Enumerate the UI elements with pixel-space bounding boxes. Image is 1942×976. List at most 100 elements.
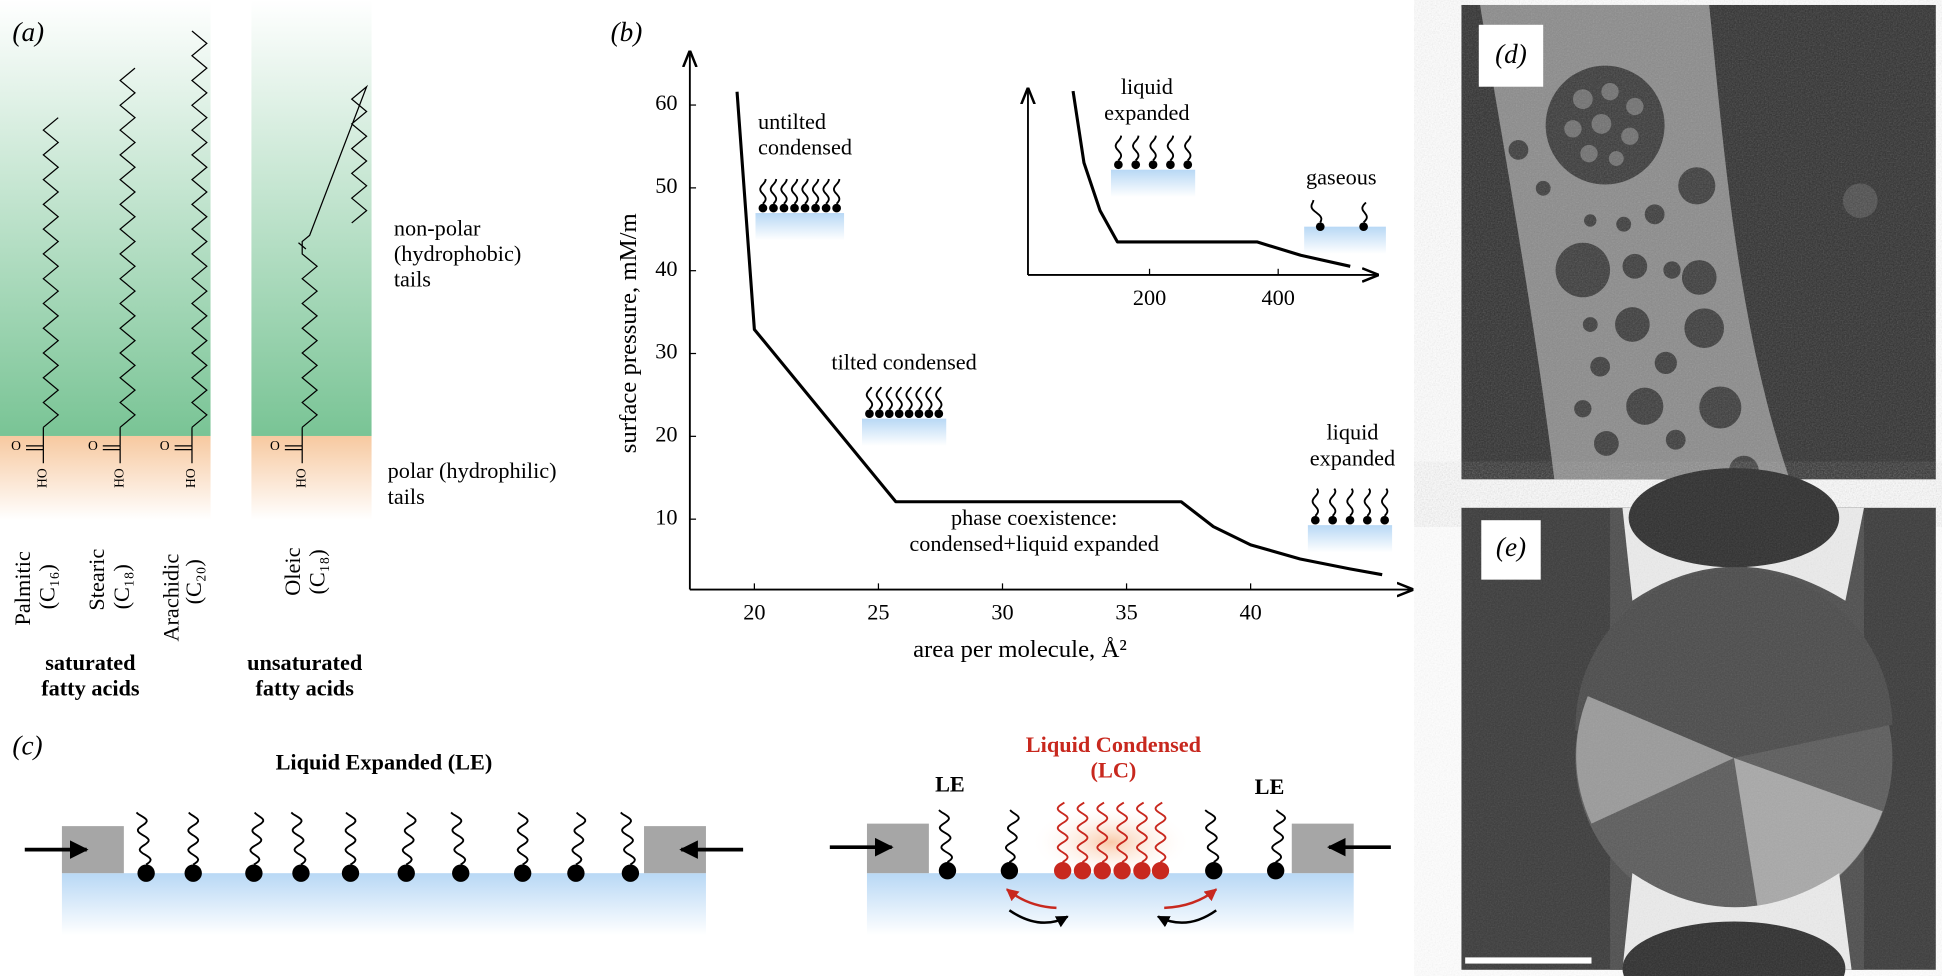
tail	[801, 178, 809, 205]
x-tick-label: 25	[867, 599, 889, 624]
y-tick-label: 30	[655, 339, 677, 364]
head	[904, 409, 914, 419]
text-line: phase coexistence:	[951, 505, 1117, 530]
head	[245, 864, 263, 882]
chain	[119, 67, 136, 428]
tail	[1114, 135, 1123, 162]
water-pad	[755, 213, 845, 241]
atom-label: O	[160, 438, 170, 453]
le-title: Liquid Expanded (LE)	[276, 749, 493, 774]
tail	[1135, 801, 1148, 863]
atom-label: O	[11, 438, 21, 453]
head	[1315, 222, 1325, 232]
head	[1053, 862, 1072, 880]
text-line: unsaturated	[247, 650, 363, 675]
tail	[187, 811, 200, 866]
atom-label: HO	[111, 468, 126, 488]
head	[914, 409, 924, 419]
annotation: untilted condensed	[758, 109, 852, 160]
le-label: LE	[935, 772, 965, 797]
tail	[1310, 199, 1323, 223]
tail	[450, 811, 467, 866]
x-tick-label: 30	[991, 599, 1013, 624]
saturated-label: saturated fatty acids	[41, 650, 140, 701]
tail	[1149, 135, 1157, 162]
head	[1310, 515, 1320, 525]
tail	[1184, 135, 1192, 162]
acid-formula: (C₂₀)	[181, 559, 206, 604]
le-label: LE	[1255, 774, 1285, 799]
annotation: gaseous	[1306, 165, 1377, 190]
water-pad	[1110, 169, 1196, 197]
chains: O HO O HO O HO O HO	[11, 30, 369, 488]
micrograph-d: (d)	[1461, 4, 1936, 486]
text-line: (hydrophobic)	[394, 241, 521, 266]
text-line: untilted	[758, 109, 826, 134]
head	[567, 864, 585, 882]
tail	[1132, 135, 1140, 162]
tail	[1271, 809, 1286, 863]
curve	[735, 91, 1383, 577]
head	[1151, 862, 1170, 880]
y-tick-label: 10	[655, 504, 677, 529]
head	[924, 409, 934, 419]
text-line: expanded	[1310, 445, 1395, 470]
head	[884, 409, 894, 419]
water-pad	[1307, 525, 1393, 553]
atom-label: O	[88, 438, 98, 453]
exchange-arrow	[1164, 888, 1218, 910]
chain	[42, 117, 60, 428]
tail	[401, 811, 417, 866]
text-line: expanded	[1104, 100, 1189, 125]
annotation: liquid expanded	[1104, 74, 1189, 125]
head	[397, 864, 415, 882]
head	[452, 864, 470, 882]
head	[1183, 160, 1193, 170]
tail	[1004, 809, 1020, 863]
tail	[915, 386, 923, 410]
tail	[290, 811, 307, 866]
head	[1148, 160, 1158, 170]
tail	[1166, 135, 1175, 162]
tail	[935, 386, 943, 410]
nonpolar-label: non-polar (hydrophobic) tails	[394, 215, 521, 291]
tail	[1154, 801, 1167, 863]
head	[1093, 862, 1111, 880]
micrograph-e: (e)	[1461, 468, 1936, 976]
head	[1133, 862, 1151, 880]
y-tick-label: 60	[655, 90, 677, 115]
water-pad	[1304, 226, 1386, 254]
text-line: liquid	[1121, 74, 1173, 99]
annotation: liquid expanded	[1310, 420, 1395, 471]
tail	[1096, 801, 1109, 863]
atom-label: HO	[293, 468, 308, 488]
exchange-arrow	[1005, 888, 1057, 910]
head	[934, 409, 944, 419]
y-tick-label: 50	[655, 173, 677, 198]
panel-letter: (e)	[1496, 532, 1526, 562]
tail	[1056, 801, 1069, 863]
head	[779, 203, 789, 213]
acid-formula: (C₁₆)	[35, 564, 60, 609]
scale-bar	[1465, 957, 1592, 964]
head	[875, 409, 884, 419]
tail	[1363, 488, 1371, 517]
tail	[885, 386, 893, 410]
acid-name: Stearic	[84, 549, 109, 611]
polar-region	[251, 435, 372, 521]
text-line: tails	[388, 484, 425, 509]
head	[292, 864, 310, 882]
head	[1205, 862, 1223, 880]
tail	[832, 178, 841, 205]
head	[1380, 515, 1390, 525]
tail	[875, 386, 884, 410]
text-line: saturated	[45, 650, 136, 675]
x-tick-label: 200	[1133, 285, 1166, 310]
x-tick-label: 20	[743, 599, 765, 624]
tail	[769, 178, 778, 205]
head	[821, 203, 831, 213]
head	[1362, 515, 1372, 525]
head	[1114, 160, 1123, 170]
exchange-arrow	[1156, 909, 1217, 928]
